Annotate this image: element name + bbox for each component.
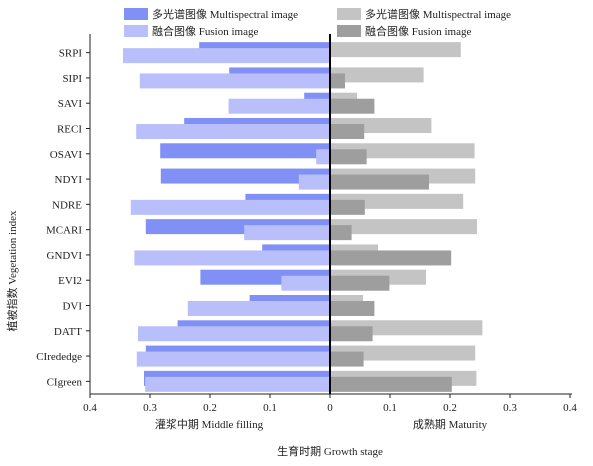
panel-label-middle-filling: 灌浆中期 Middle filling bbox=[155, 417, 264, 431]
bar-maturity-fusion-mcari bbox=[330, 225, 352, 241]
bar-middle-filling-fusion-datt bbox=[138, 326, 330, 342]
legend-label: 多光谱图像 Multispectral image bbox=[365, 7, 511, 21]
x-tick-label: 0.1 bbox=[383, 402, 397, 414]
y-tick-label-ndre: NDRE bbox=[52, 199, 82, 211]
bar-maturity-multispectral-mcari bbox=[330, 219, 477, 235]
x-tick-label: 0.2 bbox=[203, 402, 217, 414]
y-tick-label-datt: DATT bbox=[54, 326, 82, 338]
legend-swatch bbox=[124, 8, 148, 20]
y-tick-label-evi2: EVI2 bbox=[58, 275, 82, 287]
bar-maturity-multispectral-srpi bbox=[330, 42, 461, 58]
legend-swatch bbox=[337, 25, 361, 37]
bar-middle-filling-fusion-cirededge bbox=[136, 351, 330, 367]
bar-series bbox=[123, 42, 483, 392]
bar-middle-filling-fusion-savi bbox=[228, 98, 330, 114]
x-tick-label: 0.2 bbox=[443, 402, 457, 414]
bar-maturity-fusion-osavi bbox=[330, 149, 367, 165]
x-tick-label: 0.4 bbox=[563, 402, 577, 414]
bar-middle-filling-fusion-mcari bbox=[244, 225, 330, 241]
axis-labels: 灌浆中期 Middle filling 成熟期 Maturity 生育时期 Gr… bbox=[5, 210, 488, 458]
x-tick-label: 0.3 bbox=[143, 402, 157, 414]
bar-maturity-fusion-gndvi bbox=[330, 250, 452, 266]
bar-maturity-fusion-dvi bbox=[330, 301, 375, 316]
bar-middle-filling-fusion-cigreen bbox=[145, 376, 330, 392]
y-tick-label-ndyi: NDYI bbox=[55, 174, 83, 186]
bar-middle-filling-fusion-evi2 bbox=[281, 275, 330, 291]
y-tick-label-savi: SAVI bbox=[58, 98, 83, 110]
legend-swatch bbox=[124, 25, 148, 37]
x-tick-label: 0.4 bbox=[83, 402, 97, 414]
bar-maturity-fusion-cirededge bbox=[330, 351, 364, 367]
bar-middle-filling-multispectral-osavi bbox=[160, 143, 330, 159]
bar-maturity-fusion-savi bbox=[330, 98, 375, 114]
legend-label: 融合图像 Fusion image bbox=[152, 24, 258, 38]
y-tick-label-osavi: OSAVI bbox=[50, 149, 83, 161]
x-tick-label: 0.3 bbox=[503, 402, 517, 414]
legend-swatch bbox=[337, 8, 361, 20]
bar-middle-filling-fusion-gndvi bbox=[134, 250, 330, 266]
bar-maturity-multispectral-sipi bbox=[330, 67, 424, 83]
y-tick-label-reci: RECI bbox=[57, 124, 82, 136]
bar-maturity-multispectral-cirededge bbox=[330, 345, 476, 361]
bar-middle-filling-fusion-dvi bbox=[187, 301, 330, 316]
x-axis-title: 生育时期 Growth stage bbox=[277, 444, 383, 458]
bar-maturity-fusion-cigreen bbox=[330, 376, 452, 392]
panel-label-maturity: 成熟期 Maturity bbox=[413, 417, 488, 431]
bar-middle-filling-fusion-ndre bbox=[130, 199, 330, 215]
bar-middle-filling-multispectral-ndyi bbox=[160, 168, 330, 184]
y-tick-label-mcari: MCARI bbox=[46, 225, 82, 237]
legend-label: 融合图像 Fusion image bbox=[365, 24, 471, 38]
axes: 0.4 0.3 0.2 0.1 0 0.1 0.2 0.3 0.4 SRPI SIPI SAVI REC… bbox=[36, 34, 577, 414]
legend: 多光谱图像 Multispectral image 融合图像 Fusion ima… bbox=[124, 7, 511, 38]
y-tick-label-sipi: SIPI bbox=[62, 73, 82, 85]
x-tick-label: 0 bbox=[327, 402, 333, 414]
y-tick-label-cigreen: CIgreen bbox=[47, 376, 83, 388]
bar-middle-filling-fusion-reci bbox=[136, 124, 330, 139]
bar-middle-filling-fusion-osavi bbox=[316, 149, 330, 165]
bar-maturity-fusion-evi2 bbox=[330, 275, 390, 291]
bar-maturity-fusion-reci bbox=[330, 124, 365, 139]
legend-label: 多光谱图像 Multispectral image bbox=[152, 7, 298, 21]
y-tick-label-dvi: DVI bbox=[62, 301, 82, 313]
y-tick-label-gndvi: GNDVI bbox=[47, 250, 83, 262]
bar-middle-filling-fusion-srpi bbox=[123, 48, 330, 64]
y-axis-title: 植被指数 Vegetation index bbox=[5, 210, 19, 331]
bar-maturity-fusion-ndyi bbox=[330, 174, 429, 190]
bar-middle-filling-fusion-ndyi bbox=[298, 174, 330, 190]
y-tick-label-srpi: SRPI bbox=[59, 48, 83, 60]
y-tick-label-cirededge: CIrededge bbox=[36, 351, 82, 363]
bar-maturity-fusion-datt bbox=[330, 326, 373, 342]
bar-maturity-fusion-sipi bbox=[330, 73, 345, 89]
bar-maturity-fusion-ndre bbox=[330, 199, 365, 215]
x-tick-label: 0.1 bbox=[263, 402, 277, 414]
bar-middle-filling-fusion-sipi bbox=[139, 73, 330, 89]
